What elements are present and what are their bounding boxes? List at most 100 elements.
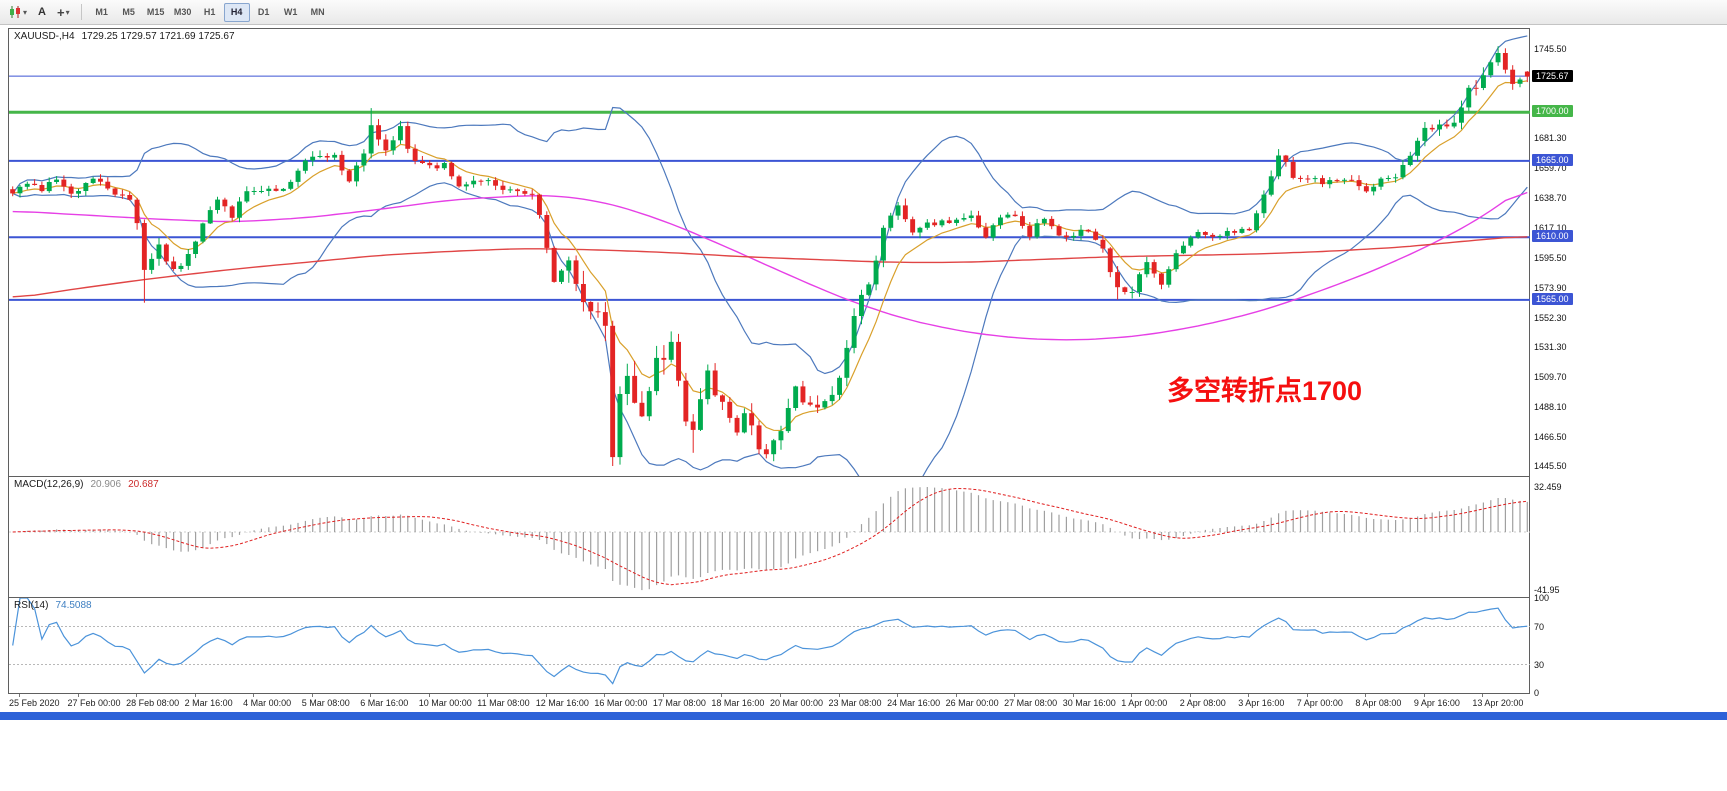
timeframe-button-d1[interactable]: D1 (251, 3, 277, 22)
bottom-status-bar (0, 712, 1727, 720)
time-axis-label: 6 Mar 16:00 (360, 698, 409, 708)
time-axis-tick (1306, 694, 1308, 697)
time-axis-tick (428, 694, 430, 697)
price-axis-label: 1445.50 (1534, 461, 1567, 471)
time-axis-label: 13 Apr 20:00 (1472, 698, 1524, 708)
rsi-pane: RSI(14) 74.5088 (8, 597, 1531, 694)
timeframe-buttons: M1 M5 M15 M30 H1 H4 D1 W1 MN (89, 2, 331, 22)
current-price-label: 1725.67 (1532, 69, 1573, 82)
time-axis-tick (780, 694, 781, 697)
annotation-text[interactable]: 多空转折点1700 (1167, 376, 1363, 406)
main-chart-canvas[interactable] (9, 29, 1531, 476)
price-axis-label: 1595.50 (1534, 252, 1567, 263)
chart-window: XAUUSD-,H4 1729.25 1729.57 1721.69 1725.… (8, 28, 1582, 718)
timeframe-button-mn[interactable]: MN (305, 3, 331, 22)
price-axis-label: 1659.70 (1534, 163, 1567, 174)
price-axis-label: 1745.50 (1534, 44, 1567, 54)
time-axis-label: 17 Mar 08:00 (652, 698, 706, 708)
time-axis-tick (721, 694, 723, 697)
time-axis-tick (1072, 694, 1074, 697)
timeframe-button-m15[interactable]: M15 (143, 3, 169, 22)
time-axis-tick (194, 694, 196, 697)
time-axis-label: 12 Mar 16:00 (535, 698, 589, 708)
time-axis-tick (662, 694, 664, 697)
text-tool-label: A (38, 6, 46, 18)
macd-pane: MACD(12,26,9) 20.906 20.687 (8, 476, 1531, 598)
macd-axis-label: 32.459 (1534, 482, 1562, 492)
timeframe-button-m5[interactable]: M5 (116, 3, 142, 22)
chevron-down-icon: ▾ (23, 7, 28, 17)
bollinger-bands (12, 35, 1528, 476)
rsi-level-lines (9, 626, 1531, 665)
time-axis-label: 30 Mar 16:00 (1062, 698, 1116, 708)
toolbar-separator (80, 4, 82, 20)
macd-signal-line (12, 487, 1528, 586)
time-axis-tick (545, 694, 547, 697)
price-level-label: 1565.00 (1532, 292, 1573, 305)
rsi-canvas[interactable] (9, 598, 1531, 693)
time-axis-label: 7 Apr 00:00 (1296, 698, 1343, 708)
crosshair-icon: + (57, 4, 65, 20)
chart-type-button[interactable]: ▾ (4, 2, 31, 22)
rsi-axis-label: 70 (1534, 621, 1545, 632)
price-axis[interactable]: 1745.50 1681.30 1659.70 1638.70 1617.10 1595.… (1530, 28, 1582, 718)
time-axis-label: 28 Feb 08:00 (126, 698, 180, 708)
time-axis-tick (311, 694, 313, 697)
time-axis-tick (370, 694, 372, 697)
time-axis[interactable]: 25 Feb 2020 27 Feb 00:00 28 Feb 08:00 2 Mar… (8, 694, 1530, 711)
chevron-down-icon: ▾ (65, 7, 70, 17)
time-axis-tick (487, 694, 489, 697)
price-axis-label: 1531.30 (1534, 341, 1567, 352)
time-axis-label: 4 Mar 00:00 (243, 698, 292, 708)
timeframe-button-m1[interactable]: M1 (89, 3, 115, 22)
rsi-axis-label: 0 (1534, 688, 1540, 698)
time-axis-tick (1131, 694, 1133, 697)
time-axis-label: 5 Mar 08:00 (301, 698, 350, 708)
time-axis-label: 2 Mar 16:00 (184, 698, 233, 708)
time-axis-label: 25 Feb 2020 (9, 698, 60, 708)
time-axis-label: 20 Mar 00:00 (770, 698, 824, 708)
time-axis-label: 23 Mar 08:00 (828, 698, 882, 708)
timeframe-button-w1[interactable]: W1 (278, 3, 304, 22)
price-axis-label: 1638.70 (1534, 192, 1567, 203)
price-axis-label: 1573.90 (1534, 282, 1567, 293)
price-level-label: 1700.00 (1532, 105, 1573, 118)
timeframe-button-h1[interactable]: H1 (197, 3, 223, 22)
rsi-axis-label: 100 (1534, 593, 1550, 603)
price-level-label: 1610.00 (1532, 230, 1573, 243)
time-axis-label: 8 Apr 08:00 (1355, 698, 1402, 708)
timeframe-button-h4[interactable]: H4 (223, 2, 250, 22)
time-axis-tick (604, 694, 606, 697)
macd-canvas[interactable] (9, 477, 1531, 597)
toolbar: ▾ A + ▾ M1 M5 M15 M30 H1 H4 D1 W1 MN (0, 0, 1727, 25)
price-axis-label: 1681.30 (1534, 133, 1567, 144)
rsi-line (12, 598, 1528, 685)
candles (10, 46, 1530, 466)
time-axis-tick (1248, 694, 1250, 697)
time-axis-tick (838, 694, 840, 697)
plot-column: XAUUSD-,H4 1729.25 1729.57 1721.69 1725.… (8, 28, 1531, 718)
horizontal-level-lines[interactable] (9, 75, 1531, 301)
time-axis-label: 10 Mar 00:00 (418, 698, 472, 708)
timeframe-button-m30[interactable]: M30 (170, 3, 196, 22)
time-axis-tick (1423, 694, 1425, 697)
time-axis-label: 27 Mar 08:00 (1004, 698, 1058, 708)
text-tool-button[interactable]: A (32, 2, 52, 22)
time-axis-tick (253, 694, 255, 697)
time-axis-label: 27 Feb 00:00 (67, 698, 121, 708)
price-axis-label: 1617.10 (1534, 222, 1567, 233)
time-axis-tick (1482, 694, 1484, 697)
price-axis-label: 1552.30 (1534, 312, 1567, 323)
crosshair-tool-button[interactable]: + ▾ (53, 2, 74, 22)
price-level-label: 1665.00 (1532, 153, 1573, 166)
time-axis-label: 9 Apr 16:00 (1413, 698, 1460, 708)
time-axis-label: 11 Mar 08:00 (477, 698, 530, 708)
macd-histogram (19, 487, 1528, 591)
time-axis-tick (897, 694, 899, 697)
macd-axis-label: -41.95 (1534, 585, 1560, 596)
price-axis-label: 1509.70 (1534, 371, 1567, 382)
time-axis-tick (1365, 694, 1367, 697)
time-axis-label: 2 Apr 08:00 (1179, 698, 1226, 708)
time-axis-label: 18 Mar 16:00 (711, 698, 765, 708)
time-axis-tick (1189, 694, 1191, 697)
